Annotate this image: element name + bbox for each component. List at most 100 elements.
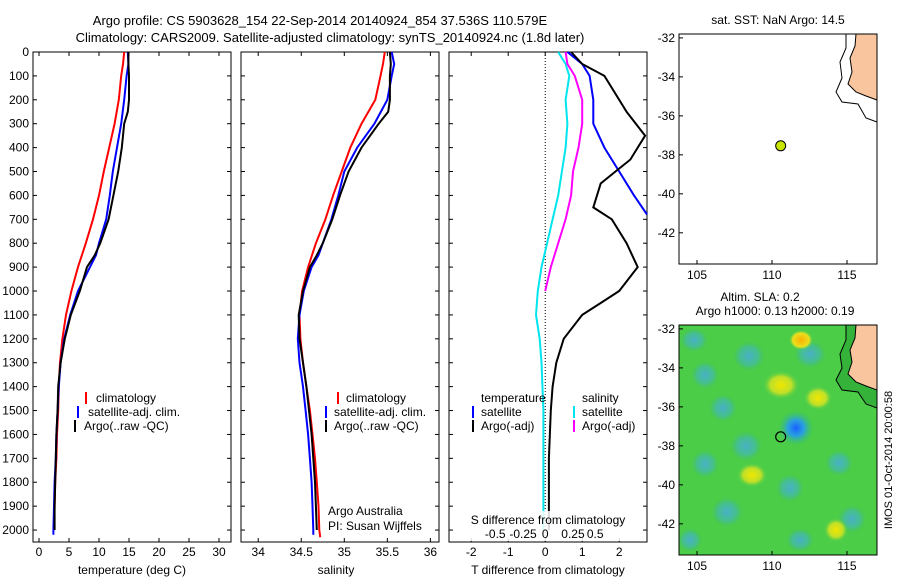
x-tick-label: 36: [424, 545, 438, 559]
y-tick-label: 400: [9, 141, 29, 155]
sst-land: [847, 33, 878, 101]
x-tick-label: 5: [66, 545, 73, 559]
sla-eddy: [711, 497, 743, 527]
y-tick-label: -32: [658, 322, 676, 336]
y-tick-label: 800: [9, 236, 29, 250]
sla-map-title: Altim. SLA: 0.2: [720, 290, 800, 304]
legend-label-argo: Argo(..raw -QC): [84, 419, 169, 433]
sla-eddy: [679, 528, 702, 552]
x-tick-label: 1: [579, 545, 586, 559]
y-tick-label: -40: [658, 187, 676, 201]
sla-eddy: [786, 528, 814, 552]
x-tick-label: 110: [762, 268, 781, 282]
top-tick-label: -0.5: [485, 527, 506, 541]
x-tick-label: 105: [687, 559, 707, 573]
y-tick-label: 2000: [2, 523, 29, 537]
x-tick-label: 35.5: [376, 545, 400, 559]
y-tick-label: 100: [9, 69, 29, 83]
x-tick-label: 25: [182, 545, 196, 559]
top-tick-label: 0.25: [561, 527, 585, 541]
difference-panel: -2 -1 0 1 2 S difference from climatology -0…: [448, 51, 648, 577]
series-line: [544, 51, 584, 292]
series-line: [566, 51, 648, 216]
top-axis-label: S difference from climatology: [471, 513, 626, 527]
header-line2: Climatology: CARS2009. Satellite-adjuste…: [76, 30, 585, 45]
series-line: [534, 51, 571, 530]
sla-eddy: [680, 328, 708, 352]
legend-label-satellite: satellite-adj. clim.: [334, 405, 426, 419]
series-line: [296, 51, 396, 535]
legend-label-temp-argo: Argo(-adj): [481, 419, 534, 433]
sst-map: sat. SST: NaN Argo: 14.5 105 110 115 -42 -40…: [658, 13, 878, 282]
y-tick-label: 1600: [2, 427, 29, 441]
legend-label-sal-satellite: satellite: [582, 405, 623, 419]
y-tick-label: 1500: [2, 404, 29, 418]
sst-map-title: sat. SST: NaN Argo: 14.5: [711, 13, 845, 27]
x-tick-label: 35: [338, 545, 352, 559]
legend-label-argo: Argo(..raw -QC): [334, 419, 419, 433]
y-tick-label: 900: [9, 260, 29, 274]
top-tick-label: -0.25: [509, 527, 537, 541]
x-tick-label: 2: [616, 545, 623, 559]
sla-eddy: [825, 450, 853, 476]
sla-land: [847, 325, 877, 391]
y-tick-label: 0: [22, 45, 29, 59]
y-tick-label: -38: [658, 439, 676, 453]
y-tick-label: 700: [9, 212, 29, 226]
sla-map-subtitle: Argo h1000: 0.13 h2000: 0.19: [696, 304, 855, 318]
legend-title-temperature: temperature: [481, 391, 546, 405]
x-tick-label: 10: [92, 545, 106, 559]
argo-location-marker: [775, 431, 787, 443]
sla-eddy: [733, 341, 765, 371]
sla-map-frame: [678, 324, 878, 556]
temperature-legend: climatology satellite-adj. clim. Argo(..…: [74, 391, 180, 433]
sla-eddy: [776, 474, 804, 502]
difference-xlabel: T difference from climatology: [471, 563, 625, 577]
x-tick-label: 34.5: [290, 545, 314, 559]
y-tick-label: -42: [658, 517, 676, 531]
x-tick-label: 30: [212, 545, 226, 559]
legend-label-temp-satellite: satellite: [481, 405, 522, 419]
y-tick-label: -38: [658, 148, 676, 162]
top-tick-label: 0.5: [587, 527, 604, 541]
y-tick-label: -34: [658, 70, 676, 84]
x-tick-label: 115: [837, 559, 856, 573]
sla-eddy: [709, 394, 737, 422]
argo-location-marker: [775, 140, 787, 152]
y-tick-label: 1100: [3, 308, 29, 322]
legend-label-satellite: satellite-adj. clim.: [88, 405, 180, 419]
sla-heatmap: [679, 325, 877, 555]
y-tick-label: -42: [658, 226, 676, 240]
salinity-legend: climatology satellite-adj. clim. Argo(..…: [325, 391, 426, 433]
y-tick-label: 600: [9, 188, 29, 202]
sla-anomaly-high: [804, 386, 832, 410]
legend-label-sal-argo: Argo(-adj): [582, 419, 635, 433]
y-tick-label: -36: [658, 400, 676, 414]
salinity-panel: 34 34.5 35 35.5 36 salinity climatology sate…: [240, 51, 440, 577]
difference-legend: temperature satellite Argo(-adj) salinit…: [472, 391, 635, 433]
y-tick-label: 1800: [2, 475, 29, 489]
top-tick-label: 0: [542, 527, 549, 541]
y-tick-label: -32: [658, 31, 676, 45]
sst-coastline-outline: [835, 33, 878, 123]
temperature-panel: 0 5 10 15 20 25 300100200300400500600700800900…: [2, 45, 232, 577]
legend-title-salinity: salinity: [582, 391, 619, 405]
top-axis-label-bg: [465, 511, 635, 541]
x-tick-label: -2: [466, 545, 477, 559]
x-tick-label: 34: [252, 545, 266, 559]
x-tick-label: 115: [837, 268, 856, 282]
sla-map: Altim. SLA: 0.2 Argo h1000: 0.13 h2000: …: [658, 290, 878, 573]
annotation-line1: Argo Australia: [328, 504, 403, 518]
legend-label-climatology: climatology: [346, 391, 406, 405]
y-tick-label: 1000: [2, 284, 29, 298]
annotation-line2: PI: Susan Wijffels: [328, 519, 422, 533]
sla-anomaly-high: [737, 463, 767, 487]
x-tick-label: 20: [152, 545, 166, 559]
y-tick-label: 500: [9, 165, 29, 179]
temperature-axes-box: [32, 51, 232, 543]
salinity-xlabel: salinity: [318, 563, 355, 577]
salinity-axes-box: [240, 51, 440, 543]
x-tick-label: 105: [687, 268, 707, 282]
y-tick-label: -40: [658, 478, 676, 492]
